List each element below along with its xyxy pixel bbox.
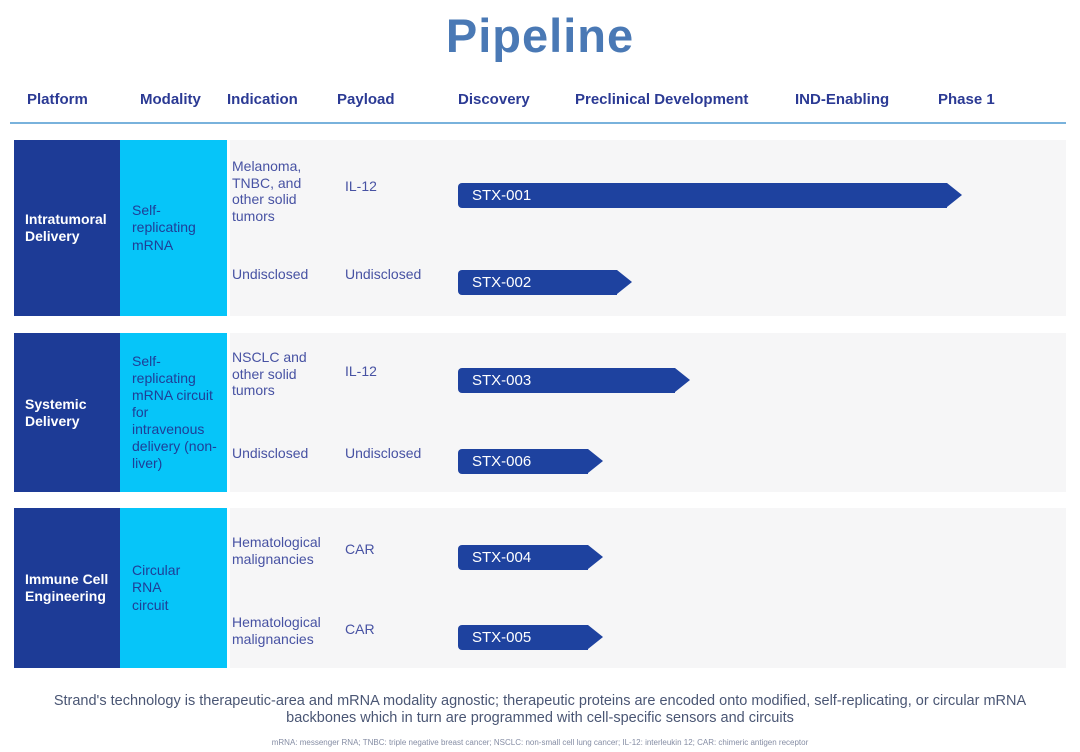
platform-label: Intratumoral Delivery (25, 211, 107, 244)
payload-text: Undisclosed (345, 266, 422, 282)
modality-cell: Self-replicating mRNA (120, 140, 230, 316)
platform-cell: Immune Cell Engineering (14, 508, 120, 668)
platform-label: Immune Cell Engineering (25, 571, 109, 604)
payload-text: Undisclosed (345, 445, 422, 461)
pipeline-group-intratumoral: Intratumoral Delivery Self-replicating m… (14, 140, 1066, 316)
column-header-payload: Payload (337, 91, 395, 108)
column-header-discovery: Discovery (458, 91, 530, 108)
modality-cell: Circular RNA circuit (120, 508, 230, 668)
header-underline (10, 122, 1066, 124)
program-arrow: STX-004 (458, 545, 603, 570)
modality-label: Self-replicating mRNA (132, 202, 196, 253)
footnote-abbreviations: mRNA: messenger RNA; TNBC: triple negati… (271, 738, 809, 747)
program-label: STX-006 (472, 453, 532, 470)
modality-label: Circular RNA circuit (132, 562, 181, 613)
payload-text: IL-12 (345, 178, 377, 194)
program-arrow: STX-006 (458, 449, 603, 474)
pipeline-group-systemic: Systemic Delivery Self-replicating mRNA … (14, 333, 1066, 492)
indication-text: Hematological malignancies (232, 534, 321, 567)
program-label: STX-003 (472, 372, 532, 389)
modality-cell: Self-replicating mRNA circuit for intrav… (120, 333, 230, 492)
column-header-ind-enabling: IND-Enabling (795, 91, 890, 108)
page-title: Pipeline (445, 9, 635, 62)
program-arrow: STX-001 (458, 183, 962, 208)
platform-cell: Systemic Delivery (14, 333, 120, 492)
column-header-platform: Platform (27, 91, 88, 108)
platform-label: Systemic Delivery (25, 395, 87, 429)
payload-text: IL-12 (345, 363, 377, 379)
indication-text: NSCLC and other solid tumors (232, 349, 307, 399)
program-label: STX-004 (472, 549, 532, 566)
column-header-modality: Modality (140, 91, 201, 108)
indication-text: Undisclosed (232, 266, 309, 282)
column-header-phase1: Phase 1 (938, 91, 995, 108)
program-label: STX-001 (472, 187, 532, 204)
column-header-preclinical: Preclinical Development (575, 91, 749, 108)
indication-text: Hematological malignancies (232, 614, 321, 647)
indication-text: Undisclosed (232, 445, 309, 461)
pipeline-group-immune-cell: Immune Cell Engineering Circular RNA cir… (14, 508, 1066, 668)
indication-text: Melanoma, TNBC, and other solid tumors (232, 158, 302, 224)
program-arrow: STX-002 (458, 270, 632, 295)
program-arrow: STX-003 (458, 368, 690, 393)
footer-text: Strand's technology is therapeutic-area … (53, 693, 1027, 727)
platform-cell: Intratumoral Delivery (14, 140, 120, 316)
program-label: STX-002 (472, 274, 532, 291)
program-label: STX-005 (472, 629, 532, 646)
payload-text: CAR (345, 621, 375, 637)
payload-text: CAR (345, 541, 375, 557)
program-arrow: STX-005 (458, 625, 603, 650)
modality-label: Self-replicating mRNA circuit for intrav… (132, 352, 217, 472)
column-header-indication: Indication (227, 91, 298, 108)
